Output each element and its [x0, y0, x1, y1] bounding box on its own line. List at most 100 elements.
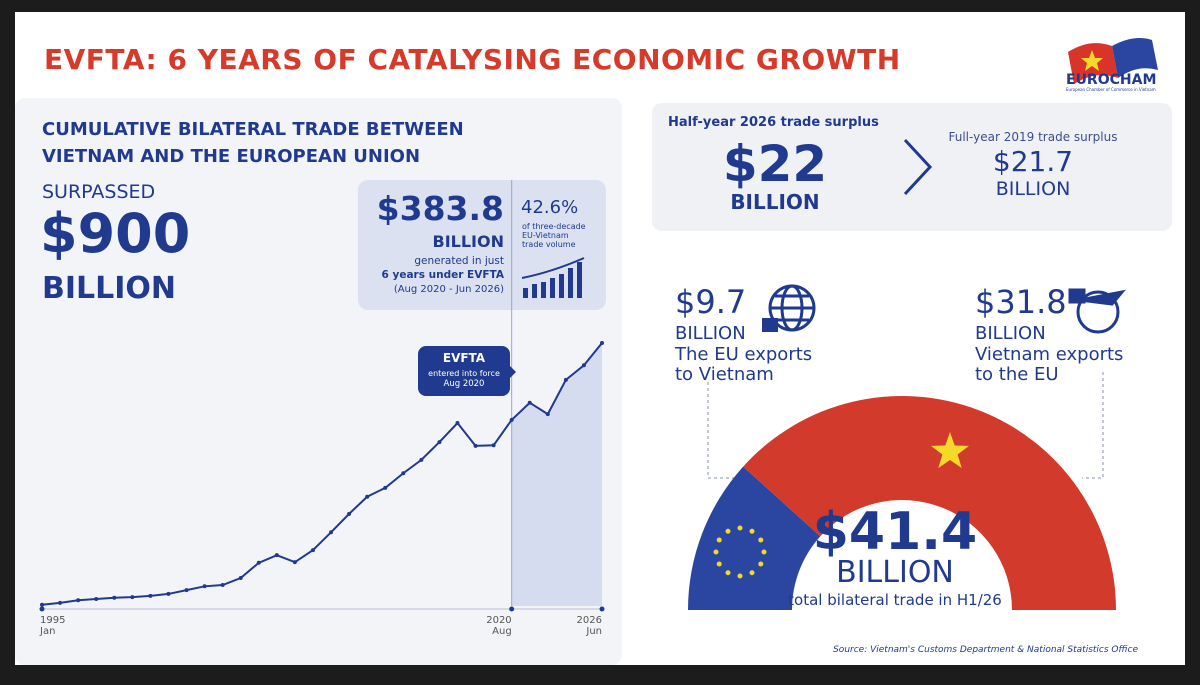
- point: [600, 341, 604, 345]
- point: [130, 595, 135, 600]
- point: [527, 400, 532, 405]
- point: [94, 597, 99, 602]
- eu-star: [761, 549, 767, 555]
- x-tick-label: 2020 Aug: [486, 615, 512, 637]
- share-note: of three-decade EU-Vietnam trade volume: [522, 222, 586, 250]
- eu-star: [749, 528, 755, 534]
- callout-date: Aug 2020: [443, 379, 485, 389]
- point: [419, 457, 424, 462]
- logo-text: EUROCHAM: [1066, 72, 1157, 88]
- vn-label: Vietnam exports to the EU: [975, 344, 1124, 385]
- point: [40, 602, 44, 607]
- bar-icon: [523, 262, 582, 298]
- point: [401, 471, 406, 476]
- logo-subtitle: European Chamber of Commerce in Vietnam: [1066, 87, 1156, 92]
- evfta-period: (Aug 2020 - Jun 2026): [393, 284, 504, 295]
- point: [473, 443, 478, 448]
- heading: CUMULATIVE BILATERAL TRADE BETWEEN VIETN…: [42, 119, 464, 167]
- plane-icon: [1068, 288, 1126, 334]
- connector: [1082, 372, 1104, 479]
- evfta-unit: BILLION: [432, 232, 504, 251]
- point: [220, 583, 225, 588]
- point: [581, 363, 586, 368]
- point: [383, 485, 388, 490]
- eu-star: [713, 549, 719, 555]
- eu-star: [749, 570, 755, 576]
- point: [437, 440, 442, 445]
- x-tick: [509, 606, 515, 612]
- kicker: SURPASSED: [42, 181, 156, 203]
- x-tick-label: 2026 Jun: [576, 615, 602, 637]
- evfta-line: 6 years under EVFTA: [381, 269, 504, 281]
- callout-arrow: [508, 364, 516, 380]
- point: [166, 591, 171, 596]
- eu-star: [758, 561, 764, 567]
- share: 42.6%: [521, 197, 579, 218]
- title: EVFTA: 6 YEARS OF CATALYSING ECONOMIC GR…: [44, 43, 901, 76]
- highlight-area: [511, 343, 602, 606]
- point: [184, 588, 189, 593]
- point: [256, 560, 261, 565]
- eu-star: [716, 561, 722, 567]
- total-unit: BILLION: [836, 555, 954, 590]
- eu-star: [725, 570, 731, 576]
- eu-label: The EU exports to Vietnam: [675, 344, 813, 385]
- eu-star: [725, 528, 731, 534]
- surplus-amount: $22: [722, 135, 828, 193]
- point: [58, 600, 63, 605]
- point: [274, 553, 279, 558]
- point: [347, 511, 352, 516]
- total-amount: $41.4: [812, 502, 978, 562]
- callout-box: [418, 346, 510, 396]
- point: [455, 421, 460, 426]
- x-tick: [39, 606, 45, 612]
- logo-flag-blue: [1112, 38, 1158, 78]
- vn-unit: BILLION: [975, 323, 1046, 344]
- evfta-box: [358, 180, 606, 310]
- point: [148, 593, 153, 598]
- eu-star: [758, 537, 764, 543]
- evfta-amount: $383.8: [376, 189, 504, 228]
- eu-star: [716, 537, 722, 543]
- callout-text: entered into force: [428, 369, 500, 378]
- point: [563, 377, 568, 382]
- chevron: [903, 138, 933, 196]
- prev-unit: BILLION: [995, 178, 1071, 200]
- source: Source: Vietnam's Customs Department & N…: [833, 645, 1138, 655]
- logo-star: [1081, 50, 1103, 71]
- vn-star: [930, 432, 970, 469]
- donut-segment: [743, 396, 1116, 610]
- prev-label: Full-year 2019 trade surplus: [948, 130, 1118, 144]
- point: [112, 595, 117, 600]
- trade-line: [41, 342, 603, 606]
- eu-unit: BILLION: [675, 323, 746, 344]
- connector: [707, 382, 742, 479]
- point: [509, 417, 514, 422]
- point: [76, 598, 81, 603]
- point: [202, 584, 207, 589]
- surplus-unit: BILLION: [730, 190, 820, 214]
- point: [292, 560, 297, 565]
- evfta-line: generated in just: [414, 255, 504, 267]
- point: [491, 443, 496, 448]
- x-tick-label: 1995 Jan: [40, 615, 66, 637]
- total-text: total bilateral trade in H1/26: [788, 591, 1002, 609]
- eu-star: [737, 573, 743, 579]
- x-tick: [599, 606, 605, 612]
- callout-title: EVFTA: [442, 351, 486, 365]
- vn-amount: $31.8: [975, 283, 1067, 321]
- point: [310, 548, 315, 553]
- box-icon: [762, 318, 778, 332]
- point: [329, 530, 334, 535]
- globe-icon: [768, 284, 816, 332]
- big-amount: $900: [40, 202, 191, 265]
- point: [545, 412, 550, 417]
- trend-icon: [521, 257, 585, 279]
- prev-amount: $21.7: [992, 145, 1074, 178]
- eu-star: [737, 525, 743, 531]
- surplus-panel: [652, 103, 1172, 231]
- surplus-label: Half-year 2026 trade surplus: [668, 115, 879, 130]
- point: [365, 494, 370, 499]
